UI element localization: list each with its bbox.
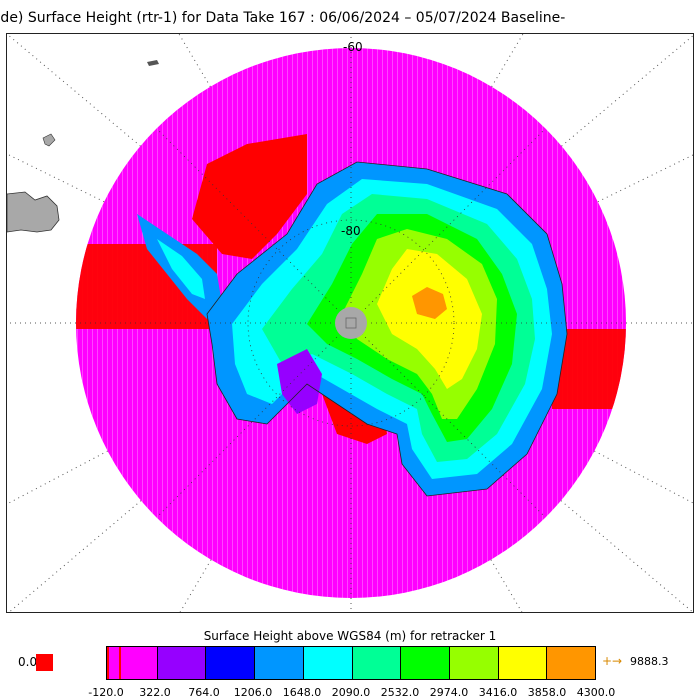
legend-title: Surface Height above WGS84 (m) for retra… xyxy=(203,629,497,643)
colorbar-tick-label: 1648.0 xyxy=(282,686,322,699)
title-text: ll mode) Surface Height (rtr-1) for Data… xyxy=(0,10,566,26)
plot-title: ll mode) Surface Height (rtr-1) for Data… xyxy=(0,10,700,26)
colorbar-swatch xyxy=(351,647,401,679)
peninsula-core xyxy=(157,239,205,299)
colorbar-tick-label: 2974.0 xyxy=(429,686,469,699)
colorbar-tick-label: 1206.0 xyxy=(233,686,273,699)
colorbar-swatch xyxy=(107,647,157,679)
colorbar-swatch xyxy=(448,647,498,679)
over-range-arrow-icon: +→ xyxy=(602,654,623,668)
colorbar-swatch xyxy=(205,647,255,679)
map-svg: -60 -80 xyxy=(7,34,693,612)
ocean-red-weddell xyxy=(192,134,307,259)
colorbar xyxy=(106,646,596,680)
colorbar-swatch xyxy=(254,647,303,679)
zero-swatch xyxy=(36,654,53,671)
coastline xyxy=(206,161,568,497)
lat-label-60: -60 xyxy=(343,40,363,54)
small-island xyxy=(147,60,159,66)
colorbar-tick-label: 764.0 xyxy=(188,686,220,699)
colorbar-tick-label: 2532.0 xyxy=(380,686,420,699)
colorbar-swatch xyxy=(400,647,449,679)
graticule-inner xyxy=(76,48,626,598)
falkland-island xyxy=(42,133,56,147)
colorbar-swatch xyxy=(156,647,206,679)
colorbar-tick-label: 3858.0 xyxy=(527,686,567,699)
colorbar-tick-label: 3416.0 xyxy=(478,686,518,699)
zero-label: 0.0 xyxy=(18,655,38,669)
antarctica-map: -60 -80 xyxy=(6,33,694,613)
pole-hole xyxy=(335,307,367,339)
colorbar-tick-label: 2090.0 xyxy=(331,686,371,699)
west-purple xyxy=(277,349,322,414)
south-america-tip xyxy=(7,191,60,233)
pole-marker xyxy=(345,317,357,329)
lat-label-80: -80 xyxy=(341,224,361,238)
colorbar-tick-label: 322.0 xyxy=(139,686,171,699)
colorbar-swatch xyxy=(497,647,547,679)
colorbar-swatch xyxy=(302,647,352,679)
colorbar-swatch xyxy=(546,647,596,679)
colorbar-tick-label: 4300.0 xyxy=(576,686,616,699)
over-range-value: 9888.3 xyxy=(630,655,669,668)
ice-layer-yellow xyxy=(377,249,482,389)
colorbar-tick-label: -120.0 xyxy=(88,686,124,699)
ice-layer-orange xyxy=(412,287,447,319)
